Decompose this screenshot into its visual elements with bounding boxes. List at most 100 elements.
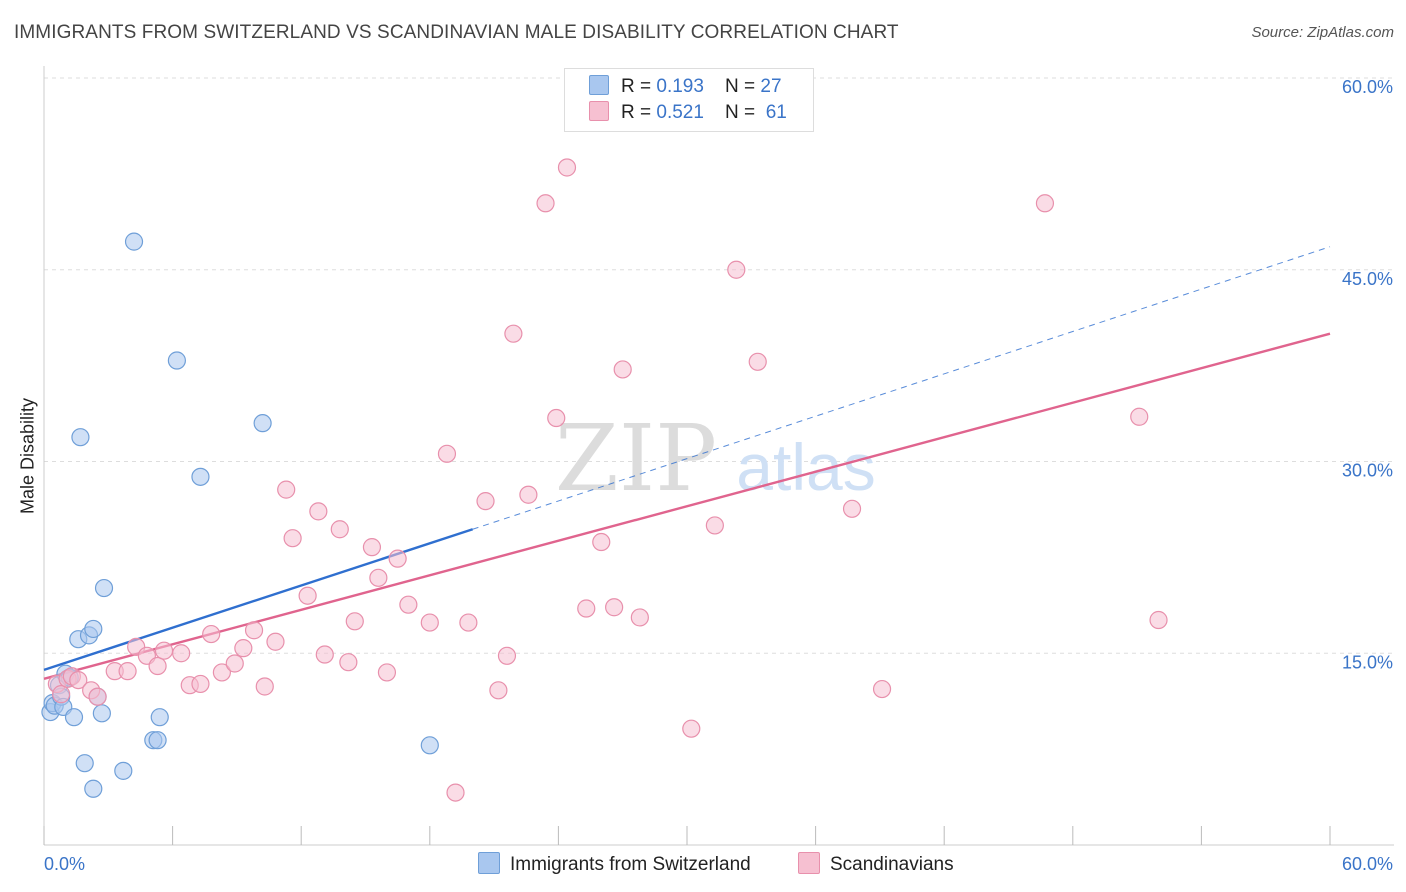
point-scandinavian bbox=[369, 568, 388, 587]
point-scandinavian bbox=[630, 608, 649, 627]
r-value-scandinavians: 0.521 bbox=[656, 102, 704, 123]
point-scandinavian bbox=[191, 674, 210, 694]
trend-line-scandinavians bbox=[43, 332, 1331, 680]
point-scandinavian bbox=[172, 644, 191, 663]
point-scandinavian bbox=[277, 480, 296, 499]
point-scandinavian bbox=[69, 670, 88, 690]
point-scandinavian bbox=[154, 641, 174, 660]
point-scandinavian bbox=[504, 324, 523, 343]
n-value-scandinavians: 61 bbox=[765, 102, 787, 123]
legend-item-switzerland: Immigrants from Switzerland bbox=[478, 852, 751, 876]
point-switzerland bbox=[64, 708, 84, 727]
point-scandinavian bbox=[446, 783, 465, 802]
trend-extension-switzerland bbox=[472, 246, 1331, 530]
point-scandinavian bbox=[1149, 610, 1168, 630]
legend-row-scandinavians: R = 0.521 N = 61 bbox=[589, 101, 787, 127]
pink-swatch bbox=[589, 101, 609, 121]
legend-label-switzerland: Immigrants from Switzerland bbox=[510, 854, 751, 875]
point-switzerland bbox=[124, 232, 144, 251]
chart-title: IMMIGRANTS FROM SWITZERLAND VS SCANDINAV… bbox=[14, 22, 899, 43]
point-scandinavian bbox=[682, 719, 701, 738]
r-label: R = bbox=[621, 102, 657, 123]
axes bbox=[43, 66, 1394, 846]
point-scandinavian bbox=[459, 613, 478, 632]
point-scandinavian bbox=[52, 685, 71, 704]
point-switzerland bbox=[191, 467, 210, 486]
y-tick-label: 60.0% bbox=[1342, 77, 1393, 97]
point-scandinavian bbox=[283, 529, 302, 548]
point-switzerland bbox=[71, 428, 90, 447]
n-value-switzerland: 27 bbox=[760, 76, 782, 97]
point-scandinavian bbox=[842, 499, 862, 518]
legend-label-scandinavians: Scandinavians bbox=[830, 854, 954, 875]
point-scandinavian bbox=[255, 677, 274, 696]
point-scandinavian bbox=[1130, 407, 1149, 426]
r-value-switzerland: 0.193 bbox=[656, 76, 704, 97]
grid-lines bbox=[44, 77, 1394, 654]
point-switzerland bbox=[148, 731, 167, 750]
point-switzerland bbox=[94, 578, 114, 598]
point-scandinavian bbox=[489, 681, 508, 700]
point-scandinavian bbox=[388, 549, 407, 568]
point-scandinavian bbox=[345, 612, 364, 631]
data-points bbox=[41, 158, 1168, 802]
point-switzerland bbox=[84, 779, 103, 798]
point-switzerland bbox=[75, 754, 94, 773]
blue-swatch bbox=[589, 75, 609, 95]
x-tick-label-max: 60.0% bbox=[1342, 854, 1393, 874]
point-switzerland bbox=[114, 761, 133, 780]
r-label: R = bbox=[621, 76, 657, 97]
source-label: Source: ZipAtlas.com bbox=[1251, 24, 1394, 41]
point-scandinavian bbox=[399, 595, 418, 614]
pink-swatch bbox=[798, 852, 820, 874]
point-scandinavian bbox=[605, 598, 624, 617]
point-scandinavian bbox=[339, 653, 358, 672]
point-scandinavian bbox=[212, 663, 231, 682]
correlation-legend: R = 0.193 N = 27 R = 0.521 N = 61 bbox=[564, 68, 814, 132]
point-scandinavian bbox=[476, 492, 495, 511]
point-scandinavian bbox=[577, 599, 596, 618]
point-scandinavian bbox=[1035, 194, 1055, 213]
point-scandinavian bbox=[748, 352, 767, 371]
point-switzerland bbox=[150, 708, 169, 727]
n-label: N = bbox=[725, 76, 761, 97]
x-tick-label-min: 0.0% bbox=[44, 854, 85, 874]
point-switzerland bbox=[253, 414, 272, 433]
point-scandinavian bbox=[362, 538, 382, 557]
watermark: ZIP atlas bbox=[555, 405, 876, 512]
watermark-zip: ZIP bbox=[555, 405, 717, 512]
point-scandinavian bbox=[118, 662, 137, 681]
point-switzerland bbox=[420, 736, 439, 755]
watermark-atlas: atlas bbox=[736, 430, 875, 504]
n-label: N = bbox=[725, 102, 761, 123]
legend-item-scandinavians: Scandinavians bbox=[798, 852, 954, 876]
point-scandinavian bbox=[244, 621, 264, 640]
point-scandinavian bbox=[148, 656, 167, 676]
point-scandinavian bbox=[613, 360, 632, 379]
y-tick-label: 30.0% bbox=[1342, 461, 1393, 481]
point-scandinavian bbox=[330, 520, 349, 539]
point-switzerland bbox=[84, 619, 103, 639]
point-scandinavian bbox=[705, 516, 724, 535]
point-scandinavian bbox=[519, 485, 538, 504]
point-scandinavian bbox=[315, 645, 334, 664]
y-tick-label: 15.0% bbox=[1342, 652, 1393, 672]
point-scandinavian bbox=[727, 260, 746, 279]
point-scandinavian bbox=[420, 613, 439, 632]
point-scandinavian bbox=[234, 639, 253, 658]
point-scandinavian bbox=[88, 687, 107, 706]
point-scandinavian bbox=[309, 502, 328, 521]
tick-labels: 15.0% 30.0% 45.0% 60.0% 0.0% 60.0% bbox=[44, 77, 1393, 874]
point-scandinavian bbox=[547, 408, 566, 428]
point-scandinavian bbox=[377, 663, 397, 682]
point-scandinavian bbox=[202, 624, 221, 644]
point-scandinavian bbox=[536, 194, 555, 213]
legend-row-switzerland: R = 0.193 N = 27 bbox=[589, 75, 782, 101]
point-scandinavian bbox=[557, 158, 577, 177]
point-scandinavian bbox=[437, 444, 457, 463]
point-scandinavian bbox=[225, 654, 244, 673]
point-switzerland bbox=[167, 351, 186, 370]
y-tick-label: 45.0% bbox=[1342, 269, 1393, 289]
blue-swatch bbox=[478, 852, 500, 874]
